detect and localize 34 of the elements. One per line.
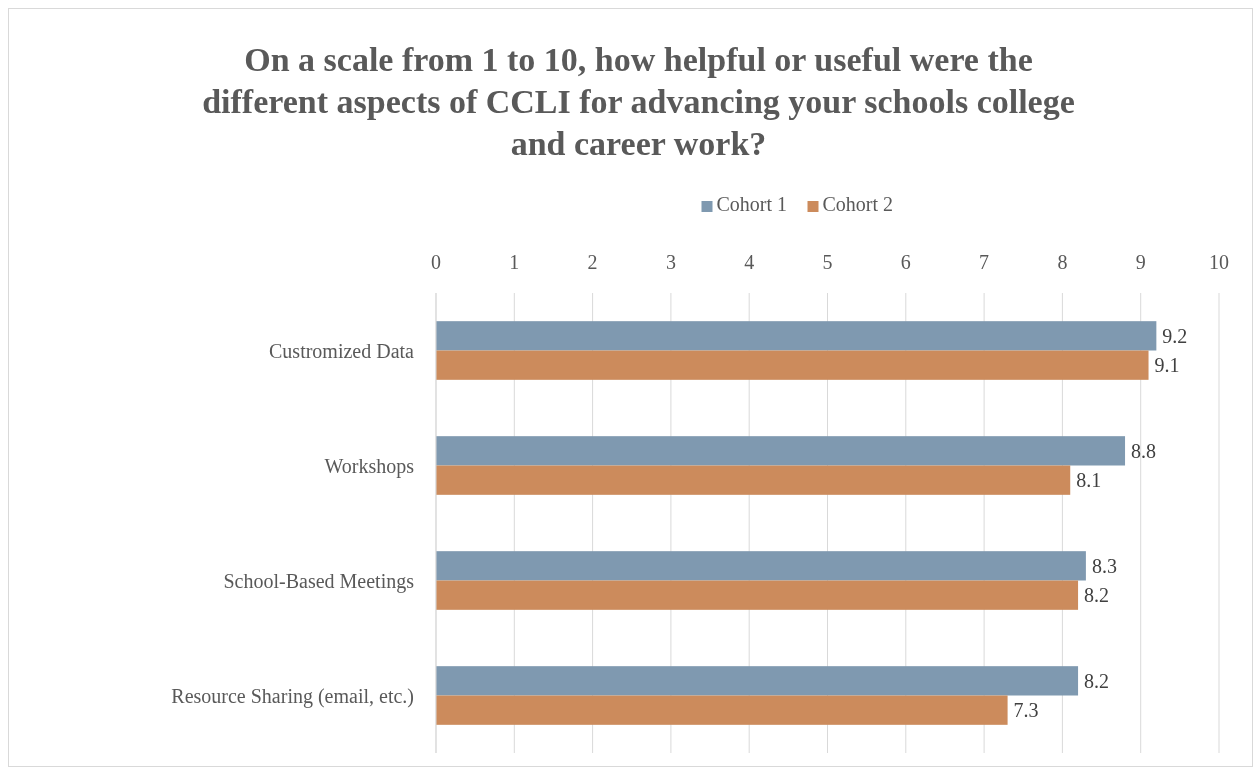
x-tick-label: 5 [822,251,833,273]
legend-label: Cohort 1 [716,193,788,215]
x-tick-label: 6 [900,251,911,273]
x-tick-label: 3 [665,251,676,273]
y-tick-label: School-Based Meetings [223,569,415,593]
bar [436,580,1079,610]
bar [436,551,1086,581]
bar [436,350,1149,380]
bar [436,321,1157,351]
x-tick-label: 2 [587,251,598,273]
x-tick-label: 9 [1135,251,1146,273]
bar [436,666,1079,696]
data-label: 8.3 [1091,554,1117,577]
y-tick-label: Workshops [324,454,415,478]
x-tick-label: 4 [744,251,755,273]
data-label: 8.1 [1076,469,1102,492]
bar [436,465,1071,495]
x-tick-label: 1 [509,251,520,273]
data-label: 9.2 [1162,324,1188,347]
data-label: 8.2 [1084,584,1110,607]
y-tick-label: Resource Sharing (email, etc.) [171,684,414,708]
x-tick-label: 7 [979,251,990,273]
data-label: 9.1 [1154,354,1180,377]
x-tick-label: 0 [431,251,441,273]
data-label: 7.3 [1013,699,1039,722]
data-label: 8.2 [1084,669,1110,692]
bar [436,436,1126,466]
chart-title: On a scale from 1 to 10, how helpful or useful were the different aspects of CCLI for advancing your schools college and career work? [202,41,1075,162]
data-label: 8.8 [1131,439,1157,462]
bar [436,695,1008,725]
y-tick-label: Custromized Data [269,339,415,362]
legend-label: Cohort 2 [822,193,894,215]
x-tick-label: 10 [1209,251,1229,273]
x-tick-label: 8 [1057,251,1068,273]
